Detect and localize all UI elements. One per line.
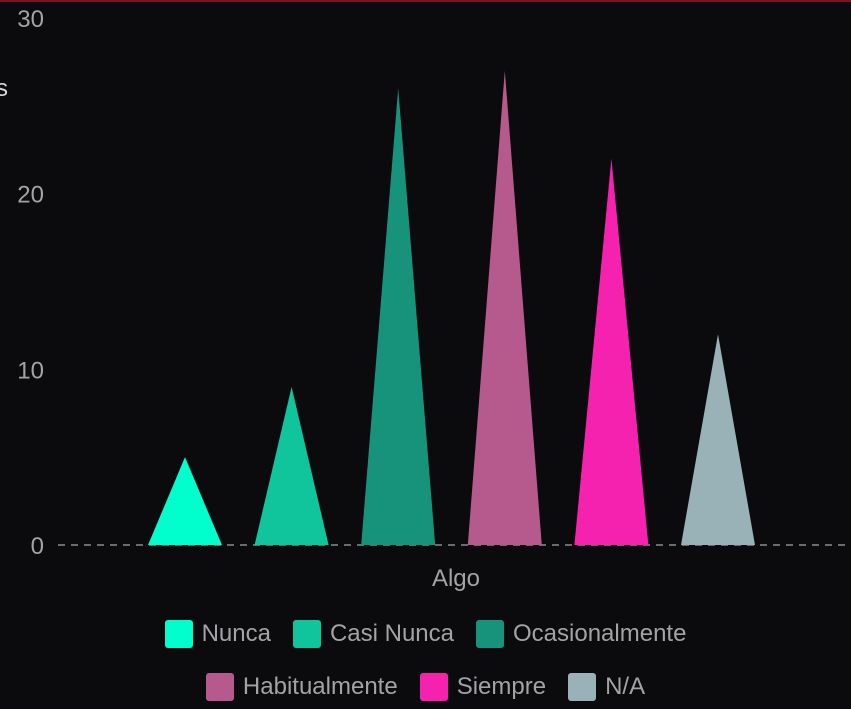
bar-n-a[interactable] (681, 334, 755, 545)
legend-label-ocasionalmente: Ocasionalmente (513, 620, 687, 647)
bar-casi-nunca[interactable] (254, 386, 329, 545)
legend-swatch-na (568, 673, 597, 701)
legend-row-2: Habitualmente Siempre N/A (0, 673, 851, 701)
legend-label-habitualmente: Habitualmente (242, 673, 398, 700)
legend-item-siempre[interactable]: Siempre (419, 673, 547, 701)
bar-ocasionalmente[interactable] (361, 88, 436, 546)
y-tick-label: 30 (17, 6, 44, 33)
y-axis-label-fragment: s (0, 75, 8, 102)
bar-habitualmente[interactable] (467, 70, 542, 545)
y-tick-label: 20 (17, 182, 44, 209)
legend-swatch-casi-nunca (292, 620, 321, 648)
legend-row-1: Nunca Casi Nunca Ocasionalmente (0, 620, 851, 648)
legend-swatch-siempre (419, 673, 448, 701)
legend-item-nunca[interactable]: Nunca (164, 620, 271, 648)
y-axis-ticks: 0 10 20 30 (17, 6, 44, 560)
category-label: Algo (432, 565, 480, 592)
legend-item-habitualmente[interactable]: Habitualmente (205, 673, 398, 701)
legend-swatch-nunca (164, 620, 193, 648)
bar-siempre[interactable] (574, 158, 649, 546)
legend-item-ocasionalmente[interactable]: Ocasionalmente (476, 620, 686, 648)
legend-label-na: N/A (605, 673, 646, 700)
legend-label-nunca: Nunca (201, 620, 271, 647)
legend-item-na[interactable]: N/A (568, 673, 645, 701)
bars-group (148, 70, 755, 546)
legend-swatch-ocasionalmente (476, 620, 504, 648)
legend-swatch-habitualmente (205, 673, 234, 701)
bar-nunca[interactable] (148, 457, 222, 545)
chart-area: s 0 10 20 30 Algo (0, 6, 851, 592)
legend-item-casi-nunca[interactable]: Casi Nunca (292, 620, 454, 648)
legend-label-siempre: Siempre (456, 673, 547, 700)
y-tick-label: 0 (31, 533, 44, 560)
y-tick-label: 10 (17, 357, 44, 384)
legend-label-casi-nunca: Casi Nunca (329, 620, 454, 647)
top-border (0, 0, 851, 2)
